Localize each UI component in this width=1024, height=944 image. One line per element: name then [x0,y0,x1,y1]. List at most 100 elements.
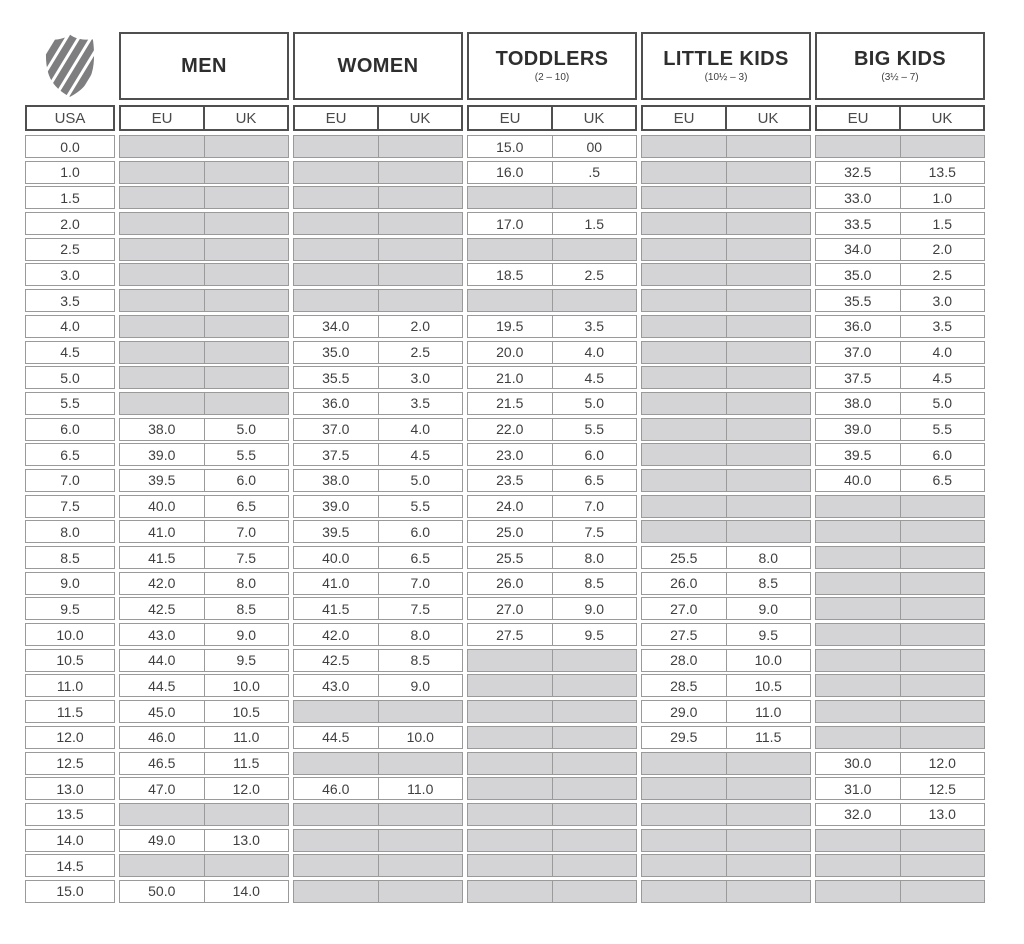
uk-size-cell [725,391,811,415]
table-row: 41.5 7.5 [119,546,289,569]
uk-size-cell: 9.5 [203,648,289,672]
table-row [467,854,637,878]
group-title: BIG KIDS [853,48,947,70]
uk-size-cell: 3.0 [899,289,985,313]
eu-size-cell [815,674,901,698]
eu-size-cell: 29.0 [641,700,727,724]
table-row [641,160,811,184]
table-row: 16.0.5 [467,160,637,184]
eu-size-cell: 44.5 [293,725,379,749]
group-rows: 34.0 2.0 35.0 2.5 35.5 3.0 36.0 3.5 37.0 4.0 37.5 4… [293,135,463,906]
table-row [119,212,289,236]
table-row [467,777,637,801]
group-header-little-kids: LITTLE KIDS (10½ – 3) [641,32,811,100]
table-row: 8.5 [25,546,115,569]
uk-size-cell: 8.5 [203,597,289,621]
table-row [641,802,811,826]
uk-size-cell: 6.0 [551,443,637,467]
table-row [293,879,463,903]
eu-size-cell: 42.5 [119,597,205,621]
uk-size-cell [203,340,289,364]
eu-size-cell: 31.0 [815,777,901,801]
eu-size-cell: 18.5 [467,263,553,287]
column-header-uk: UK [377,105,463,131]
group-block-little-kids: LITTLE KIDS (10½ – 3) EU UK 25.5 8.0 26.0 8.5 27… [641,32,811,906]
eu-size-cell [119,314,205,338]
table-row [641,391,811,415]
eu-size-cell [815,546,901,569]
usa-size-cell: 6.5 [25,443,115,467]
usa-size-cell: 15.0 [25,879,115,903]
table-row: 31.0 12.5 [815,777,985,801]
eu-size-cell [119,160,205,184]
usa-size-cell: 10.5 [25,648,115,672]
table-row [467,879,637,903]
uk-size-cell [725,828,811,852]
table-row: 37.5 4.5 [815,366,985,390]
column-header-eu: EU [467,105,553,131]
table-row: 11.5 [25,700,115,724]
uk-size-cell: 12.0 [899,751,985,775]
eu-size-cell [119,802,205,826]
group-subheader: EU UK [467,105,637,131]
uk-size-cell: 3.5 [377,391,463,415]
uk-size-cell [899,700,985,724]
uk-size-cell: 6.0 [899,443,985,467]
table-row [815,571,985,595]
table-row [815,597,985,621]
uk-size-cell [899,546,985,569]
table-row [293,289,463,313]
uk-size-cell [899,879,985,903]
uk-size-cell: 1.0 [899,186,985,210]
table-row: 50.0 14.0 [119,879,289,903]
uk-size-cell: 7.0 [551,494,637,518]
table-row: 11.0 [25,674,115,698]
eu-size-cell: 36.0 [815,314,901,338]
uk-size-cell [725,289,811,313]
eu-size-cell: 46.0 [293,777,379,801]
usa-size-cell: 14.0 [25,828,115,852]
eu-size-cell [815,494,901,518]
uk-size-cell: 8.0 [725,546,811,569]
uk-size-cell: 5.5 [377,494,463,518]
uk-size-cell [377,135,463,158]
uk-size-cell: 10.0 [725,648,811,672]
uk-size-cell [377,854,463,878]
eu-size-cell: 19.5 [467,314,553,338]
table-row: 22.0 5.5 [467,417,637,441]
uk-size-cell: 11.0 [377,777,463,801]
uk-size-cell [203,391,289,415]
table-row: 15.0 00 [467,135,637,158]
uk-size-cell [377,751,463,775]
table-row: 25.5 8.0 [467,546,637,569]
uk-size-cell: 10.5 [203,700,289,724]
uk-size-cell [551,648,637,672]
table-row [641,237,811,261]
eu-size-cell [641,263,727,287]
table-row [641,186,811,210]
table-row [815,828,985,852]
table-row: 4.0 [25,314,115,338]
group-title: MEN [181,54,227,77]
table-row [641,212,811,236]
table-row [293,854,463,878]
table-row [641,854,811,878]
uk-size-cell [725,160,811,184]
uk-size-cell: 10.0 [203,674,289,698]
uk-size-cell: 4.0 [899,340,985,364]
table-row [641,417,811,441]
eu-size-cell: 28.0 [641,648,727,672]
eu-size-cell: 38.0 [119,417,205,441]
table-row: 43.0 9.0 [293,674,463,698]
table-row: 29.0 11.0 [641,700,811,724]
table-row: 46.0 11.0 [119,725,289,749]
uk-size-cell [377,186,463,210]
eu-size-cell [641,160,727,184]
eu-size-cell: 16.0 [467,160,553,184]
table-row [815,879,985,903]
table-row [119,160,289,184]
table-row: 42.5 8.5 [119,597,289,621]
uk-size-cell [899,725,985,749]
table-row [641,828,811,852]
table-row [119,366,289,390]
